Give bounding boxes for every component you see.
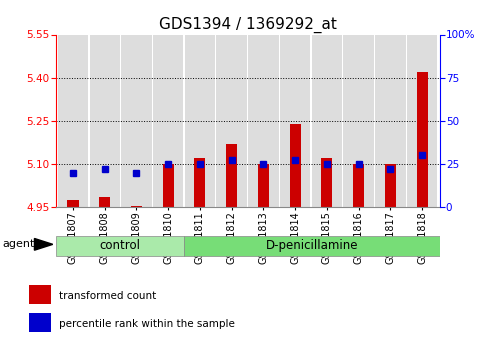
Title: GDS1394 / 1369292_at: GDS1394 / 1369292_at — [158, 17, 337, 33]
Bar — [89, 34, 120, 207]
Text: transformed count: transformed count — [59, 291, 156, 301]
Bar — [353, 164, 364, 207]
Bar — [385, 164, 396, 207]
Bar — [153, 34, 184, 207]
Polygon shape — [34, 238, 53, 250]
Bar — [68, 200, 79, 207]
Bar — [321, 158, 332, 207]
Bar — [226, 144, 237, 207]
Bar — [58, 34, 88, 207]
Bar — [248, 34, 279, 207]
Bar — [163, 164, 174, 207]
Bar — [185, 34, 215, 207]
Bar — [194, 158, 205, 207]
Bar — [290, 124, 301, 207]
Bar — [99, 197, 110, 207]
Bar — [56, 236, 184, 256]
Bar — [216, 34, 247, 207]
Bar — [121, 34, 152, 207]
Bar — [29, 313, 51, 332]
Bar — [184, 236, 440, 256]
Text: D-penicillamine: D-penicillamine — [266, 239, 358, 252]
Bar — [407, 34, 437, 207]
Bar — [375, 34, 406, 207]
Bar — [131, 206, 142, 207]
Bar — [312, 34, 342, 207]
Bar — [416, 72, 427, 207]
Bar — [29, 285, 51, 304]
Text: agent: agent — [3, 239, 35, 249]
Text: percentile rank within the sample: percentile rank within the sample — [59, 319, 235, 328]
Text: control: control — [99, 239, 140, 252]
Bar — [258, 164, 269, 207]
Bar — [343, 34, 374, 207]
Bar — [280, 34, 311, 207]
